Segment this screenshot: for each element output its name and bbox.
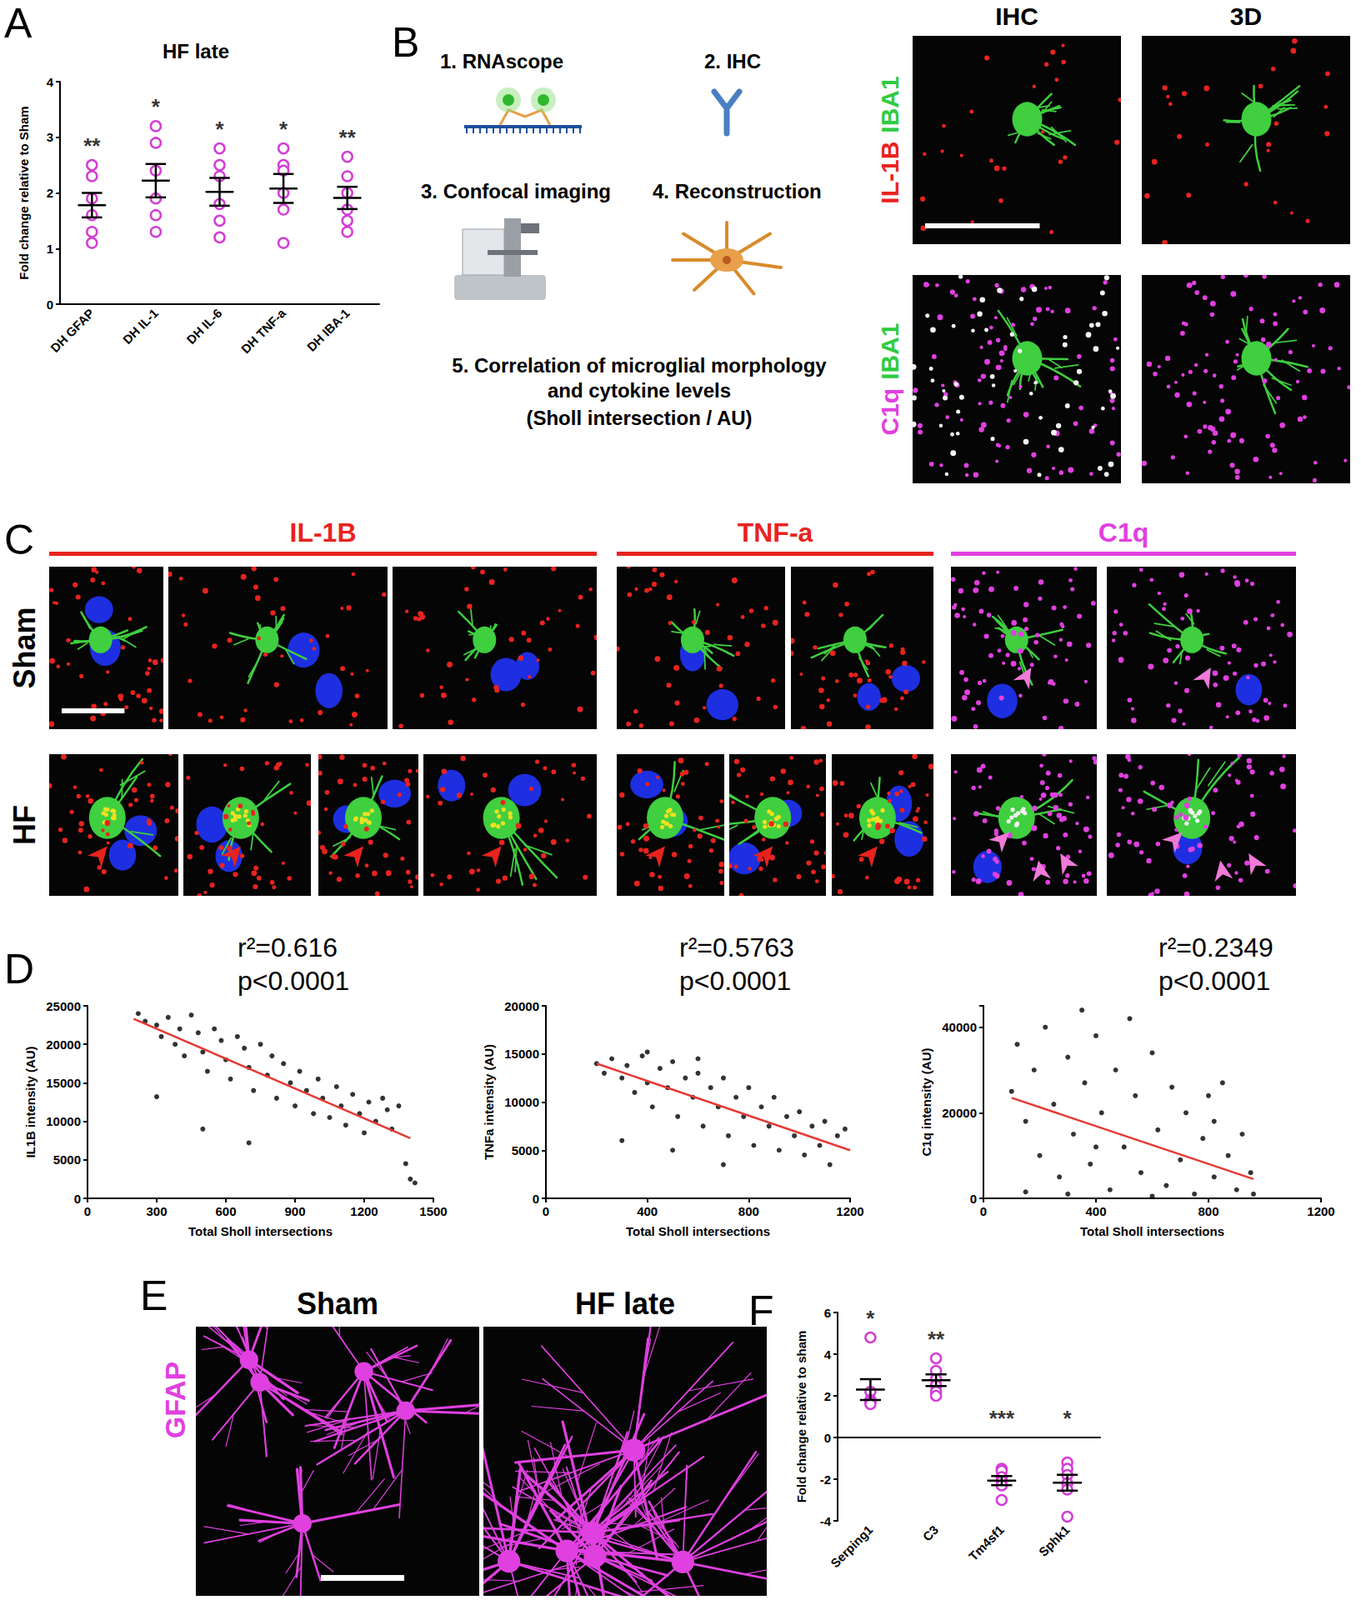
svg-text:p<0.0001: p<0.0001 xyxy=(1158,965,1271,996)
svg-text:Total Sholl intersections: Total Sholl intersections xyxy=(188,1224,333,1239)
svg-text:0: 0 xyxy=(84,1204,91,1219)
svg-text:0: 0 xyxy=(74,1191,81,1206)
svg-text:F: F xyxy=(748,1287,774,1335)
svg-text:5000: 5000 xyxy=(53,1152,81,1167)
svg-text:20000: 20000 xyxy=(941,1105,977,1121)
svg-text:r²=0.616: r²=0.616 xyxy=(237,932,338,963)
svg-text:Fold change relative to Sham: Fold change relative to Sham xyxy=(16,105,31,280)
svg-text:C: C xyxy=(4,516,35,564)
svg-text:Total Sholl intersections: Total Sholl intersections xyxy=(1080,1224,1225,1239)
svg-text:0: 0 xyxy=(970,1191,977,1206)
svg-text:C3: C3 xyxy=(920,1522,942,1545)
svg-text:*: * xyxy=(1063,1406,1073,1432)
svg-text:0: 0 xyxy=(542,1204,550,1219)
svg-text:A: A xyxy=(4,0,33,47)
svg-text:3: 3 xyxy=(46,130,54,145)
svg-text:**: ** xyxy=(927,1326,946,1352)
svg-text:10000: 10000 xyxy=(45,1114,81,1129)
svg-text:(Sholl intersection / AU): (Sholl intersection / AU) xyxy=(525,406,752,430)
svg-text:1200: 1200 xyxy=(350,1204,378,1219)
svg-text:Tm4sf1: Tm4sf1 xyxy=(965,1522,1007,1564)
svg-text:4. Reconstruction: 4. Reconstruction xyxy=(652,180,822,203)
svg-text:p<0.0001: p<0.0001 xyxy=(679,965,791,996)
svg-text:DH GFAP: DH GFAP xyxy=(47,305,97,356)
svg-text:20000: 20000 xyxy=(504,999,540,1014)
svg-text:IL-1BIBA1: IL-1BIBA1 xyxy=(875,75,904,204)
svg-text:300: 300 xyxy=(145,1204,167,1219)
svg-text:GFAP: GFAP xyxy=(159,1361,191,1440)
svg-text:800: 800 xyxy=(1197,1204,1219,1219)
svg-text:***: *** xyxy=(989,1406,1016,1432)
svg-text:HF late: HF late xyxy=(162,40,230,63)
svg-text:4: 4 xyxy=(824,1347,832,1362)
svg-text:2. IHC: 2. IHC xyxy=(704,50,761,73)
svg-text:TNFa intensity (AU): TNFa intensity (AU) xyxy=(481,1044,496,1161)
svg-text:*: * xyxy=(151,94,161,120)
svg-text:**: ** xyxy=(83,133,101,159)
svg-text:10000: 10000 xyxy=(504,1095,540,1110)
svg-text:400: 400 xyxy=(1085,1204,1106,1219)
svg-text:Sphk1: Sphk1 xyxy=(1035,1522,1073,1560)
svg-text:*: * xyxy=(865,1305,876,1331)
svg-text:D: D xyxy=(4,945,35,993)
svg-text:3. Confocal imaging: 3. Confocal imaging xyxy=(420,180,611,203)
svg-text:IL1B intensity (AU): IL1B intensity (AU) xyxy=(23,1045,38,1158)
svg-text:Sham: Sham xyxy=(7,606,42,689)
svg-text:Fold change relative to sham: Fold change relative to sham xyxy=(794,1330,809,1504)
svg-text:DH IL-6: DH IL-6 xyxy=(183,305,225,347)
svg-text:C1q intensity (AU): C1q intensity (AU) xyxy=(919,1047,934,1156)
svg-text:1200: 1200 xyxy=(1306,1204,1335,1219)
svg-text:0: 0 xyxy=(532,1191,540,1206)
svg-text:Total Sholl intersections: Total Sholl intersections xyxy=(625,1224,771,1239)
svg-text:-4: -4 xyxy=(820,1514,832,1529)
svg-text:1500: 1500 xyxy=(419,1204,447,1219)
svg-text:IHC: IHC xyxy=(995,2,1039,31)
svg-text:25000: 25000 xyxy=(45,999,81,1014)
svg-text:*: * xyxy=(279,116,289,142)
svg-text:0: 0 xyxy=(980,1204,987,1219)
svg-text:900: 900 xyxy=(284,1204,306,1219)
svg-text:1200: 1200 xyxy=(835,1204,864,1219)
svg-text:r²=0.5763: r²=0.5763 xyxy=(679,932,795,963)
svg-text:HF late: HF late xyxy=(575,1286,676,1321)
svg-text:5. Correlation of microglial m: 5. Correlation of microglial morphology xyxy=(451,354,827,377)
svg-text:0: 0 xyxy=(46,297,54,312)
svg-text:600: 600 xyxy=(215,1204,236,1219)
svg-text:20000: 20000 xyxy=(45,1037,81,1052)
svg-text:15000: 15000 xyxy=(504,1046,540,1061)
svg-text:40000: 40000 xyxy=(941,1020,977,1035)
svg-text:800: 800 xyxy=(738,1204,760,1219)
svg-text:TNF-a: TNF-a xyxy=(737,517,814,548)
svg-text:E: E xyxy=(140,1272,168,1320)
svg-text:Serping1: Serping1 xyxy=(827,1522,876,1571)
svg-text:1. RNAscope: 1. RNAscope xyxy=(440,50,564,73)
svg-text:r²=0.2349: r²=0.2349 xyxy=(1158,932,1274,963)
svg-text:2: 2 xyxy=(46,185,54,201)
svg-text:and cytokine levels: and cytokine levels xyxy=(547,379,731,402)
svg-text:2: 2 xyxy=(824,1389,831,1404)
svg-text:DH TNF-a: DH TNF-a xyxy=(238,305,290,357)
svg-text:0: 0 xyxy=(824,1431,831,1446)
svg-text:6: 6 xyxy=(824,1305,831,1321)
svg-text:4: 4 xyxy=(46,75,55,90)
svg-text:IL-1B: IL-1B xyxy=(290,517,357,548)
svg-text:15000: 15000 xyxy=(45,1075,81,1091)
svg-text:-2: -2 xyxy=(820,1472,831,1487)
svg-text:DH IBA-1: DH IBA-1 xyxy=(304,305,353,355)
svg-text:1: 1 xyxy=(46,241,54,256)
svg-text:400: 400 xyxy=(636,1204,658,1219)
svg-text:*: * xyxy=(215,116,225,142)
svg-text:Sham: Sham xyxy=(296,1286,379,1321)
svg-text:**: ** xyxy=(339,125,357,151)
svg-text:C1qIBA1: C1qIBA1 xyxy=(875,322,904,436)
svg-text:5000: 5000 xyxy=(511,1143,540,1158)
svg-text:DH IL-1: DH IL-1 xyxy=(120,305,161,347)
svg-text:C1q: C1q xyxy=(1098,517,1149,548)
svg-text:B: B xyxy=(391,19,420,66)
svg-text:p<0.0001: p<0.0001 xyxy=(237,965,350,996)
svg-text:3D: 3D xyxy=(1230,2,1262,31)
svg-text:HF: HF xyxy=(7,805,42,846)
